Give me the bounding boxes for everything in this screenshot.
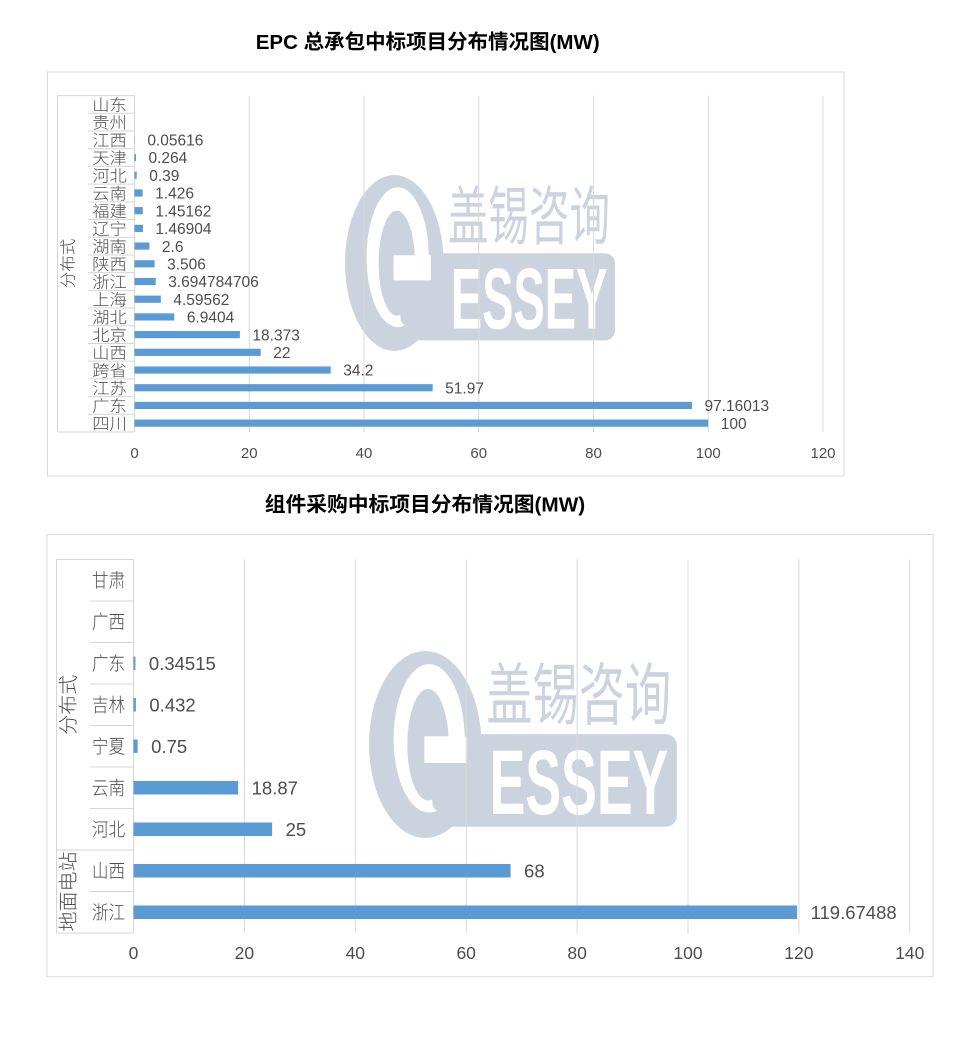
svg-text:120: 120 <box>784 943 813 963</box>
svg-text:25: 25 <box>286 819 307 840</box>
svg-text:100: 100 <box>721 416 747 433</box>
svg-text:120: 120 <box>810 445 835 462</box>
svg-text:0.34515: 0.34515 <box>149 653 216 674</box>
svg-text:0.39: 0.39 <box>149 168 179 185</box>
svg-text:0: 0 <box>130 445 138 462</box>
svg-text:(MW): (MW) <box>550 31 600 54</box>
svg-text:0.75: 0.75 <box>151 736 187 757</box>
svg-text:22: 22 <box>273 345 290 362</box>
svg-text:18.373: 18.373 <box>252 327 299 344</box>
svg-text:3.506: 3.506 <box>167 256 206 273</box>
svg-text:20: 20 <box>235 943 255 963</box>
svg-text:51.97: 51.97 <box>445 380 484 397</box>
svg-text:ESSEY: ESSEY <box>490 732 669 834</box>
svg-text:68: 68 <box>524 861 545 882</box>
svg-text:80: 80 <box>585 445 602 462</box>
svg-text:1.426: 1.426 <box>155 186 194 203</box>
svg-text:40: 40 <box>356 445 373 462</box>
svg-text:20: 20 <box>241 445 258 462</box>
svg-text:100: 100 <box>696 445 721 462</box>
svg-text:100: 100 <box>673 943 702 963</box>
svg-text:0.432: 0.432 <box>149 695 195 716</box>
svg-text:4.59562: 4.59562 <box>173 292 229 309</box>
svg-text:0.264: 0.264 <box>149 150 188 167</box>
svg-text:1.45162: 1.45162 <box>155 203 211 220</box>
svg-text:2.6: 2.6 <box>162 239 184 256</box>
svg-text:(MW): (MW) <box>535 494 586 517</box>
svg-text:140: 140 <box>895 943 924 963</box>
svg-text:0.05616: 0.05616 <box>147 133 203 150</box>
svg-text:80: 80 <box>567 943 587 963</box>
svg-text:60: 60 <box>470 445 487 462</box>
svg-text:3.694784706: 3.694784706 <box>168 274 259 291</box>
svg-text:18.87: 18.87 <box>252 778 298 799</box>
svg-text:0: 0 <box>129 943 139 963</box>
svg-text:97.16013: 97.16013 <box>704 398 769 415</box>
svg-text:EPC: EPC <box>256 31 298 54</box>
svg-text:60: 60 <box>456 943 476 963</box>
svg-text:34.2: 34.2 <box>343 363 373 380</box>
svg-text:6.9404: 6.9404 <box>187 310 235 327</box>
svg-text:40: 40 <box>346 943 366 963</box>
svg-text:1.46904: 1.46904 <box>155 221 211 238</box>
svg-text:ESSEY: ESSEY <box>451 251 608 347</box>
svg-text:119.67488: 119.67488 <box>811 902 897 923</box>
